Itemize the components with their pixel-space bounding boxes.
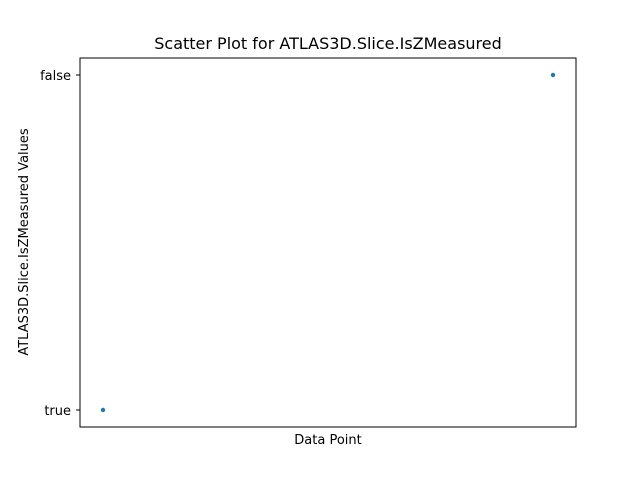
x-axis-label: Data Point bbox=[294, 433, 361, 448]
plot-area bbox=[79, 57, 577, 428]
y-tick-label-true: true bbox=[44, 404, 71, 419]
data-point-0 bbox=[100, 407, 106, 413]
chart-title: Scatter Plot for ATLAS3D.Slice.IsZMeasur… bbox=[154, 34, 502, 53]
data-points bbox=[100, 72, 556, 413]
y-axis: true false bbox=[40, 69, 80, 419]
y-tick-label-false: false bbox=[40, 69, 71, 84]
y-axis-label: ATLAS3D.Slice.IsZMeasured Values bbox=[17, 128, 32, 356]
data-point-1 bbox=[550, 72, 556, 78]
